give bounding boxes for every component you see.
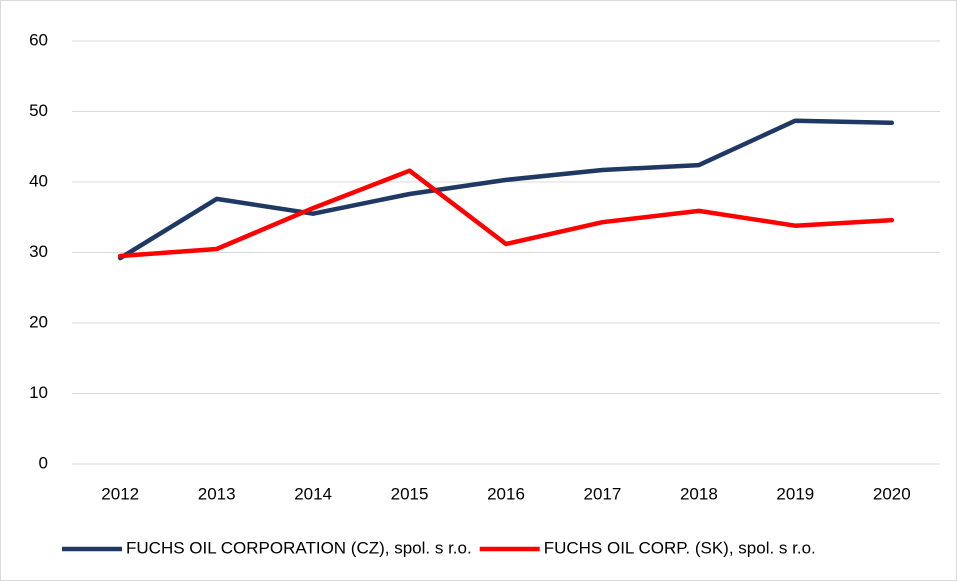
x-tick-label: 2014 — [294, 484, 332, 503]
y-tick-label: 50 — [29, 101, 48, 120]
y-tick-label: 60 — [29, 30, 48, 49]
line-series — [117, 118, 895, 261]
x-tick-label: 2018 — [680, 484, 718, 503]
legend-label: FUCHS OIL CORP. (SK), spol. s r.o. — [544, 538, 816, 557]
x-tick-label: 2012 — [101, 484, 139, 503]
y-tick-label: 0 — [39, 453, 48, 472]
legend-label: FUCHS OIL CORPORATION (CZ), spol. s r.o. — [126, 538, 472, 557]
x-tick-label: 2015 — [391, 484, 429, 503]
x-tick-label: 2016 — [487, 484, 525, 503]
y-tick-label: 30 — [29, 242, 48, 261]
y-tick-label: 20 — [29, 312, 48, 331]
y-tick-label: 10 — [29, 383, 48, 402]
x-tick-label: 2019 — [776, 484, 814, 503]
x-tick-label: 2020 — [873, 484, 911, 503]
y-tick-label: 40 — [29, 171, 48, 190]
x-tick-label: 2017 — [584, 484, 622, 503]
line-series — [117, 168, 895, 259]
x-tick-label: 2013 — [198, 484, 236, 503]
